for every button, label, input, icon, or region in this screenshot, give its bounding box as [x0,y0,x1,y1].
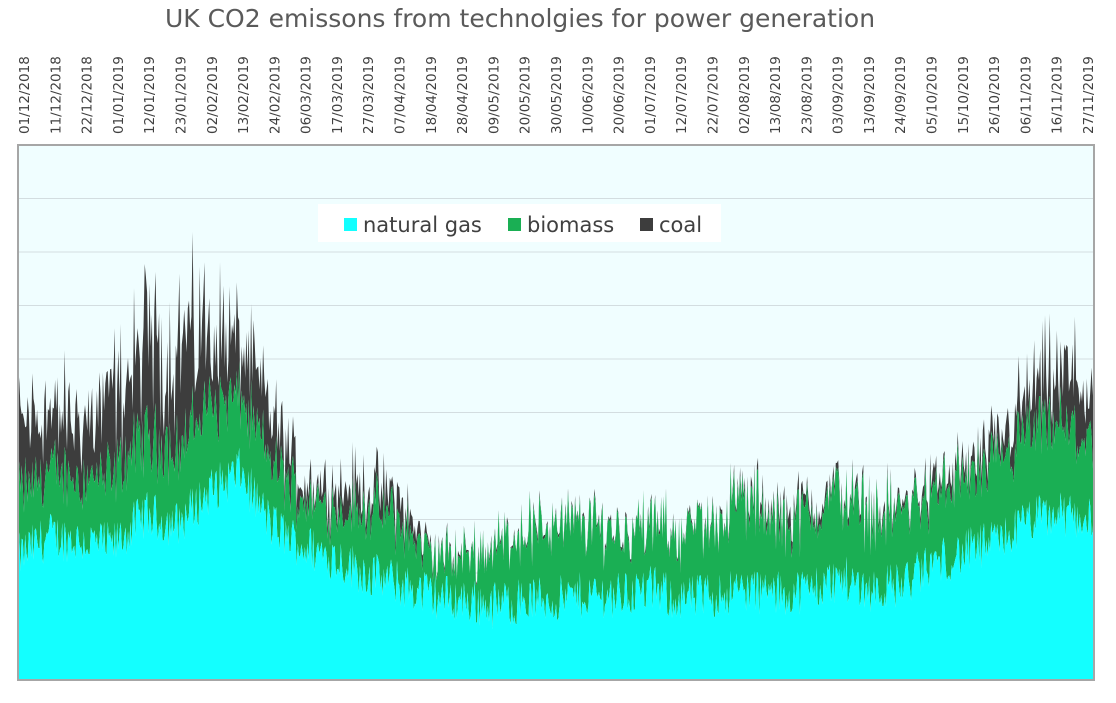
x-tick-label: 06/11/2019 [1018,56,1034,134]
series-areas [18,232,1094,680]
x-tick-label: 27/03/2019 [361,56,377,134]
x-tick-label: 01/01/2019 [111,56,127,134]
x-tick-label: 05/10/2019 [925,56,941,134]
x-tick-label: 23/01/2019 [173,56,189,134]
x-axis-ticks: 01/12/2018 11/12/2018 22/12/2018 01/01/2019… [17,56,1097,134]
x-tick-label: 27/11/2019 [1081,56,1097,134]
x-tick-label: 13/09/2019 [862,56,878,134]
x-tick-label: 01/12/2018 [17,56,33,134]
x-tick-label: 06/03/2019 [299,56,315,134]
legend-label-natural-gas: natural gas [363,213,482,237]
x-tick-label: 30/05/2019 [549,56,565,134]
x-tick-label: 02/02/2019 [205,56,221,134]
x-tick-label: 18/04/2019 [424,56,440,134]
x-tick-label: 10/06/2019 [580,56,596,134]
x-tick-label: 15/10/2019 [956,56,972,134]
x-tick-label: 09/05/2019 [486,56,502,134]
x-tick-label: 24/02/2019 [267,56,283,134]
x-tick-label: 03/09/2019 [831,56,847,134]
legend-swatch-biomass [508,218,521,231]
x-tick-label: 23/08/2019 [799,56,815,134]
x-tick-label: 07/04/2019 [393,56,409,134]
x-tick-label: 17/03/2019 [330,56,346,134]
x-tick-label: 20/05/2019 [518,56,534,134]
x-tick-label: 22/07/2019 [705,56,721,134]
series-area-biomass [18,360,1094,629]
x-tick-label: 16/11/2019 [1050,56,1066,134]
legend-label-coal: coal [659,213,702,237]
x-tick-label: 12/07/2019 [674,56,690,134]
plot-border [17,144,1095,681]
x-tick-label: 13/08/2019 [768,56,784,134]
x-tick-label: 28/04/2019 [455,56,471,134]
x-tick-label: 11/12/2018 [48,56,64,134]
legend-swatch-natural-gas [344,218,357,231]
legend: natural gas biomass coal [318,204,721,242]
legend-swatch-coal [640,218,653,231]
x-tick-label: 20/06/2019 [612,56,628,134]
x-tick-label: 01/07/2019 [643,56,659,134]
x-tick-label: 22/12/2018 [80,56,96,134]
x-tick-label: 24/09/2019 [893,56,909,134]
legend-label-biomass: biomass [527,213,614,237]
chart-title: UK CO2 emissons from technolgies for pow… [164,4,876,33]
x-tick-label: 02/08/2019 [737,56,753,134]
x-tick-label: 13/02/2019 [236,56,252,134]
x-tick-label: 12/01/2019 [142,56,158,134]
x-tick-label: 26/10/2019 [987,56,1003,134]
series-area-coal [18,232,1094,586]
series-area-natural-gas [18,447,1094,680]
